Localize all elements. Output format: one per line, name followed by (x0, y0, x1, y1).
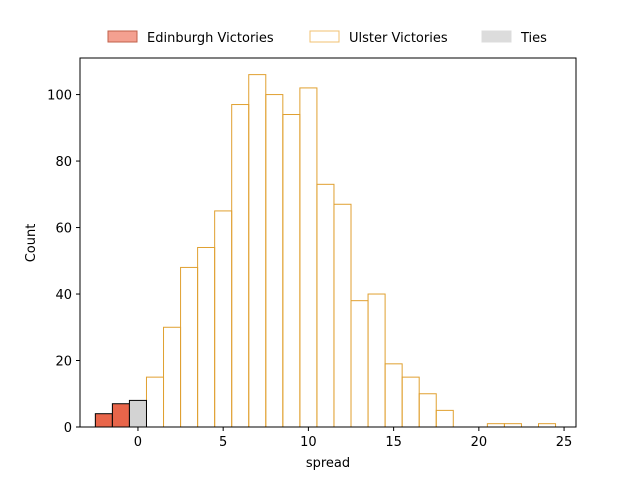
x-tick-label: 5 (219, 435, 227, 450)
legend-swatch-ulster-victories (309, 30, 340, 43)
legend-swatch-ties (481, 30, 512, 43)
legend: Edinburgh Victories Ulster Victories Ties (107, 30, 547, 46)
x-tick-label: 15 (385, 435, 402, 450)
y-tick-label: 60 (55, 222, 72, 237)
bar-ulster-victories (316, 183, 335, 428)
bar-ties (128, 399, 147, 428)
bar-ulster-victories (145, 376, 165, 428)
bar-ulster-victories (231, 104, 250, 428)
bar-ulster-victories (299, 87, 318, 428)
x-tick-label: 20 (471, 435, 488, 450)
bar-ulster-victories (333, 203, 352, 428)
y-axis: 0 20 40 60 80 100 (47, 89, 80, 436)
bar-ulster-victories (214, 210, 233, 428)
bar-ulster-victories (248, 74, 267, 428)
bar-ulster-victories (418, 393, 437, 428)
bar-edinburgh-victories (111, 403, 130, 428)
bar-ulster-victories (163, 326, 182, 428)
x-tick-label: 25 (556, 435, 573, 450)
bar-ulster-victories (282, 114, 301, 428)
bars-layer (94, 74, 557, 428)
y-axis-label: Count (24, 224, 39, 263)
legend-label-ties: Ties (520, 31, 547, 46)
legend-label-ulster-victories: Ulster Victories (349, 31, 448, 46)
legend-label-edinburgh-victories: Edinburgh Victories (147, 31, 274, 46)
bar-ulster-victories (265, 94, 284, 428)
bar-ulster-victories (435, 409, 454, 428)
x-axis: 0 5 10 15 20 25 (134, 427, 573, 450)
x-tick-label: 0 (134, 435, 142, 450)
bar-ulster-victories (384, 363, 403, 428)
bar-ulster-victories (350, 300, 369, 428)
bar-ulster-victories (367, 293, 386, 428)
bar-edinburgh-victories (94, 413, 113, 428)
bar-ulster-victories (401, 376, 420, 428)
y-tick-label: 80 (55, 155, 72, 170)
y-tick-label: 20 (55, 355, 72, 370)
y-tick-label: 40 (55, 288, 72, 303)
bar-ulster-victories (197, 246, 216, 428)
y-tick-label: 100 (47, 89, 72, 104)
y-tick-label: 0 (64, 421, 72, 436)
legend-swatch-edinburgh-victories (107, 30, 138, 43)
bar-ulster-victories (180, 266, 199, 428)
plot-frame (79, 57, 577, 428)
x-tick-label: 10 (300, 435, 317, 450)
x-axis-label: spread (306, 456, 350, 471)
